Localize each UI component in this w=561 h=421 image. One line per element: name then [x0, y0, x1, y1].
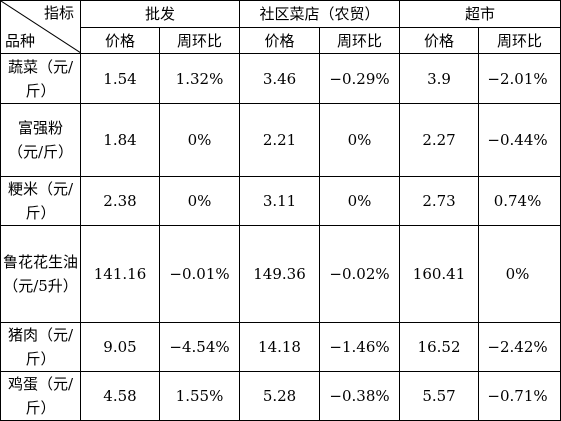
table-row: 鲁花花生油（元/5升） 141.16 −0.01% 149.36 −0.02% … [0, 225, 561, 323]
corner-header-cell: 指标 品种 [0, 0, 81, 54]
supermarket-change-cell: −0.71% [478, 371, 561, 421]
community-change-cell: 0% [319, 176, 401, 226]
diagonal-line [1, 1, 80, 53]
wholesale-price-cell: 1.84 [80, 103, 160, 177]
wholesale-change-cell: 0% [158, 176, 241, 226]
community-price-cell: 149.36 [239, 225, 321, 323]
channel-header-community-store: 社区菜店（农贸） [239, 0, 401, 28]
wholesale-price-cell: 141.16 [80, 225, 160, 323]
wholesale-price-cell: 9.05 [80, 322, 160, 372]
price-header: 价格 [399, 27, 480, 54]
community-change-cell: −0.29% [319, 53, 401, 104]
row-name-eggs: 鸡蛋（元/斤） [0, 371, 81, 421]
row-name-pork: 猪肉（元/斤） [0, 322, 81, 372]
change-header: 周环比 [319, 27, 401, 54]
wholesale-change-cell: 1.55% [158, 371, 241, 421]
wholesale-change-cell: 1.32% [158, 53, 241, 104]
supermarket-price-cell: 2.73 [399, 176, 480, 226]
community-change-cell: −1.46% [319, 322, 401, 372]
supermarket-change-cell: −2.42% [478, 322, 561, 372]
table-row: 富强粉（元/斤） 1.84 0% 2.21 0% 2.27 −0.44% [0, 103, 561, 177]
header-row-metrics: 价格 周环比 价格 周环比 价格 周环比 [1, 27, 561, 54]
supermarket-price-cell: 5.57 [399, 371, 480, 421]
supermarket-price-cell: 3.9 [399, 53, 480, 104]
supermarket-price-cell: 16.52 [399, 322, 480, 372]
price-header: 价格 [239, 27, 321, 54]
channel-header-supermarket: 超市 [399, 0, 561, 28]
supermarket-change-cell: −2.01% [478, 53, 561, 104]
supermarket-change-cell: 0.74% [478, 176, 561, 226]
row-name-rice: 粳米（元/斤） [0, 176, 81, 226]
wholesale-change-cell: −0.01% [158, 225, 241, 323]
row-name-peanut-oil: 鲁花花生油（元/5升） [0, 225, 81, 323]
corner-label-variety: 品种 [5, 32, 36, 50]
supermarket-change-cell: −0.44% [478, 103, 561, 177]
row-name-flour: 富强粉（元/斤） [0, 103, 81, 177]
change-header: 周环比 [158, 27, 241, 54]
wholesale-price-cell: 1.54 [80, 53, 160, 104]
wholesale-price-cell: 2.38 [80, 176, 160, 226]
community-price-cell: 3.46 [239, 53, 321, 104]
channel-header-wholesale: 批发 [79, 0, 241, 28]
community-change-cell: −0.02% [319, 225, 401, 323]
table-row: 猪肉（元/斤） 9.05 −4.54% 14.18 −1.46% 16.52 −… [0, 322, 561, 372]
table-row: 鸡蛋（元/斤） 4.58 1.55% 5.28 −0.38% 5.57 −0.7… [0, 371, 561, 421]
wholesale-change-cell: −4.54% [158, 322, 241, 372]
wholesale-change-cell: 0% [158, 103, 241, 177]
wholesale-price-cell: 4.58 [80, 371, 160, 421]
community-price-cell: 14.18 [239, 322, 321, 372]
community-price-cell: 2.21 [239, 103, 321, 177]
row-name-vegetables: 蔬菜（元/斤） [0, 53, 81, 104]
price-header: 价格 [80, 27, 160, 54]
supermarket-change-cell: 0% [478, 225, 561, 323]
community-price-cell: 3.11 [239, 176, 321, 226]
community-change-cell: −0.38% [319, 371, 401, 421]
community-price-cell: 5.28 [239, 371, 321, 421]
header-row-channels: 指标 品种 批发 社区菜店（农贸） 超市 [0, 0, 561, 54]
supermarket-price-cell: 2.27 [399, 103, 480, 177]
change-header: 周环比 [478, 27, 561, 54]
table-row: 粳米（元/斤） 2.38 0% 3.11 0% 2.73 0.74% [0, 176, 561, 226]
corner-label-indicator: 指标 [43, 4, 74, 22]
supermarket-price-cell: 160.41 [399, 225, 480, 323]
table-row: 蔬菜（元/斤） 1.54 1.32% 3.46 −0.29% 3.9 −2.01… [0, 53, 561, 104]
community-change-cell: 0% [319, 103, 401, 177]
